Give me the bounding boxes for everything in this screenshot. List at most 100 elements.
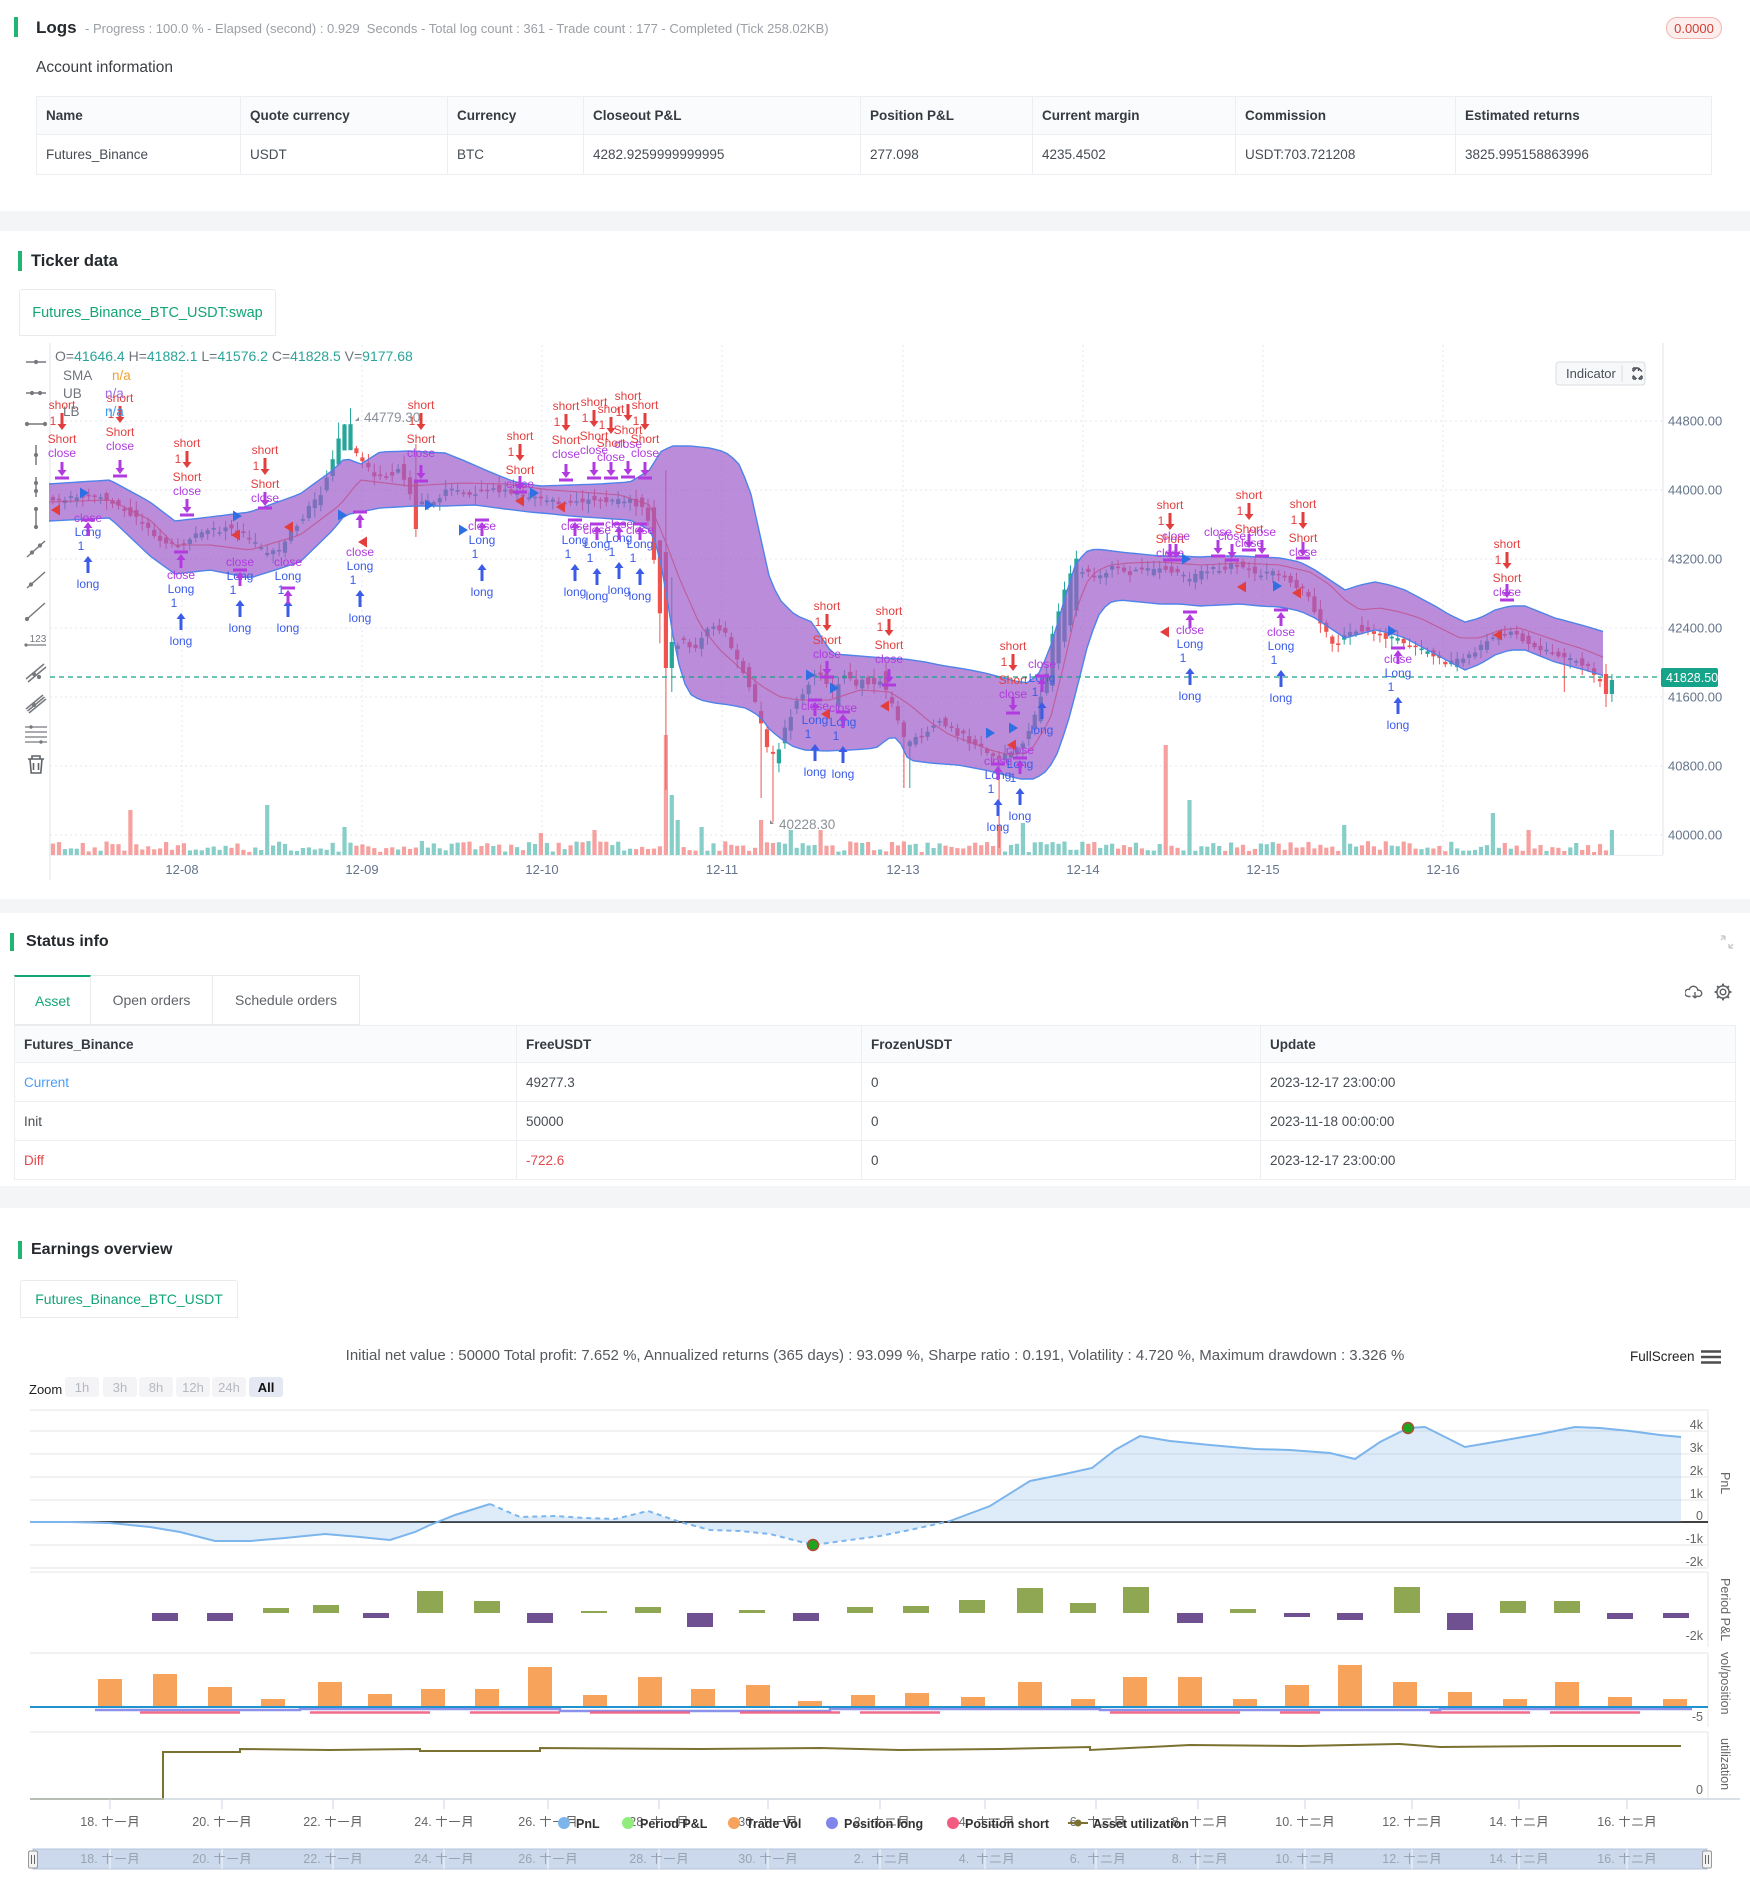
svg-text:Short: Short: [1493, 571, 1522, 585]
svg-text:1: 1: [1001, 655, 1008, 669]
svg-text:Position long: Position long: [844, 1817, 923, 1831]
svg-text:short: short: [1290, 497, 1317, 511]
svg-text:close: close: [1162, 529, 1190, 543]
svg-text:Long: Long: [275, 569, 302, 583]
svg-text:close: close: [875, 652, 903, 666]
svg-text:Short: Short: [813, 633, 842, 647]
svg-text:44000.00: 44000.00: [1668, 483, 1722, 498]
svg-text:long: long: [1387, 718, 1410, 732]
svg-text:44779.30: 44779.30: [364, 410, 420, 425]
svg-text:close: close: [1248, 525, 1276, 539]
svg-text:short: short: [814, 599, 841, 613]
svg-text:20.: 20.: [192, 1815, 209, 1829]
svg-text:1: 1: [877, 620, 884, 634]
svg-text:1: 1: [78, 539, 85, 553]
svg-text:1: 1: [1158, 514, 1165, 528]
svg-text:close: close: [552, 447, 580, 461]
svg-text:12-10: 12-10: [525, 862, 558, 877]
svg-text:1: 1: [1010, 771, 1017, 785]
svg-text:Indicator: Indicator: [1566, 366, 1617, 381]
svg-text:1: 1: [988, 782, 995, 796]
svg-text:1: 1: [609, 545, 616, 559]
svg-text:long: long: [1009, 809, 1032, 823]
svg-text:long: long: [471, 585, 494, 599]
svg-text:1: 1: [833, 729, 840, 743]
svg-text:Short: Short: [597, 436, 626, 450]
svg-text:8.: 8.: [1172, 1852, 1182, 1866]
svg-text:Short: Short: [999, 673, 1028, 687]
svg-text:1: 1: [565, 547, 572, 561]
svg-text:1: 1: [582, 411, 589, 425]
svg-text:12-13: 12-13: [886, 862, 919, 877]
svg-text:close: close: [407, 446, 435, 460]
svg-text:short: short: [252, 443, 279, 457]
svg-text:short: short: [408, 398, 435, 412]
svg-text:1: 1: [175, 452, 182, 466]
svg-text:40800.00: 40800.00: [1668, 759, 1722, 774]
svg-text:long: long: [170, 634, 193, 648]
svg-text:10.: 10.: [1275, 1815, 1292, 1829]
svg-text:close: close: [580, 443, 608, 457]
svg-text:close: close: [346, 545, 374, 559]
svg-text:41600.00: 41600.00: [1668, 690, 1722, 705]
svg-text:1: 1: [278, 583, 285, 597]
svg-text:1: 1: [1032, 685, 1039, 699]
svg-text:Short: Short: [1289, 531, 1318, 545]
svg-text:12-15: 12-15: [1246, 862, 1279, 877]
svg-text:44800.00: 44800.00: [1668, 414, 1722, 429]
svg-text:28.: 28.: [629, 1815, 646, 1829]
svg-text:vol/position: vol/position: [1718, 1652, 1732, 1715]
svg-text:UB: UB: [63, 386, 82, 401]
svg-text:Short: Short: [1156, 532, 1185, 546]
svg-text:22.: 22.: [303, 1852, 320, 1866]
svg-text:short: short: [174, 436, 201, 450]
svg-text:Long: Long: [562, 533, 589, 547]
svg-text:2k: 2k: [1690, 1464, 1704, 1478]
svg-text:Long: Long: [627, 537, 654, 551]
svg-text:n/a: n/a: [105, 386, 124, 401]
svg-text:12-16: 12-16: [1426, 862, 1459, 877]
svg-text:short: short: [598, 402, 625, 416]
svg-text:Long: Long: [347, 559, 374, 573]
svg-text:30.: 30.: [738, 1852, 755, 1866]
svg-text:1: 1: [1237, 504, 1244, 518]
svg-text:4.: 4.: [959, 1815, 969, 1829]
svg-text:Short: Short: [106, 425, 135, 439]
svg-text:O=41646.4 H=41882.1 L=41576.2: O=41646.4 H=41882.1 L=41576.2 C=41828.5 …: [55, 348, 413, 364]
svg-text:short: short: [1494, 537, 1521, 551]
svg-text:Position short: Position short: [965, 1817, 1050, 1831]
svg-text:close: close: [167, 568, 195, 582]
svg-text:0: 0: [1696, 1509, 1703, 1523]
svg-text:2.: 2.: [854, 1815, 864, 1829]
svg-text:0: 0: [1696, 1783, 1703, 1797]
svg-text:short: short: [581, 395, 608, 409]
svg-text:long: long: [1179, 689, 1202, 703]
svg-text:30.: 30.: [738, 1815, 755, 1829]
svg-text:-2k: -2k: [1686, 1555, 1704, 1569]
svg-text:1: 1: [815, 615, 822, 629]
svg-text:close: close: [999, 687, 1027, 701]
svg-text:n/a: n/a: [105, 404, 124, 419]
svg-text:1: 1: [554, 415, 561, 429]
svg-text:close: close: [1176, 623, 1204, 637]
svg-text:short: short: [1157, 498, 1184, 512]
svg-text:close: close: [631, 446, 659, 460]
svg-text:42400.00: 42400.00: [1668, 621, 1722, 636]
svg-text:12.: 12.: [1382, 1852, 1399, 1866]
svg-text:short: short: [1000, 639, 1027, 653]
svg-text:close: close: [1204, 525, 1232, 539]
svg-text:1: 1: [1291, 513, 1298, 527]
svg-text:6.: 6.: [1070, 1852, 1080, 1866]
svg-text:18.: 18.: [80, 1815, 97, 1829]
svg-text:41828.50: 41828.50: [1666, 671, 1718, 685]
svg-text:long: long: [1031, 723, 1054, 737]
svg-text:24.: 24.: [414, 1815, 431, 1829]
svg-text:24.: 24.: [414, 1852, 431, 1866]
svg-text:close: close: [1218, 529, 1246, 543]
svg-text:Period P&L: Period P&L: [1718, 1578, 1732, 1641]
svg-text:18.: 18.: [80, 1852, 97, 1866]
svg-text:long: long: [229, 621, 252, 635]
svg-text:LB: LB: [63, 404, 80, 419]
svg-text:short: short: [107, 391, 134, 405]
svg-text:short: short: [553, 399, 580, 413]
